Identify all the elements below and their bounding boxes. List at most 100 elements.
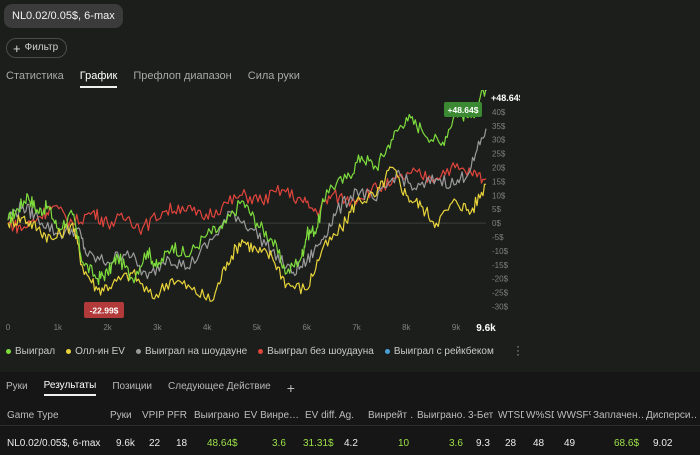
cell-ev-winrate: 3.6 [272, 438, 286, 449]
col-header-winrate[interactable]: Винрейт … [368, 410, 413, 421]
legend-item-rakeback[interactable]: Выиграл с рейкбеком [384, 346, 494, 357]
series-line-3 [7, 162, 487, 235]
x-tick-label: 6k [303, 323, 312, 332]
col-header-game-type[interactable]: Game Type [7, 410, 59, 421]
series-line-1 [7, 166, 487, 302]
legend-item-allin-ev[interactable]: Олл-ин EV [66, 346, 125, 357]
legend-label: Выиграл на шоудауне [144, 346, 248, 357]
x-tick-label: 4k [203, 323, 212, 332]
legend-label: Выиграл без шоудауна [267, 346, 374, 357]
tab-positions[interactable]: Позиции [112, 381, 153, 392]
max-badge-label: +48.64$ [448, 105, 479, 115]
plus-icon: + [13, 40, 21, 56]
more-options-icon[interactable]: · · · [516, 339, 520, 361]
y-tick-label: -25$ [492, 289, 509, 298]
y-tick-label: 30$ [492, 136, 506, 145]
legend-dot [384, 349, 390, 354]
cell-wtsd: 28 [505, 438, 517, 449]
col-header-paid[interactable]: Заплачен… [593, 410, 643, 421]
chart-svg: 40$ 35$ 30$ 25$ 20$ 15$ 10$ 5$ 0$ -5$ -10$ -15$ -20$… [6, 90, 520, 334]
x-end-label: 9.6k [476, 323, 496, 334]
col-header-vpip[interactable]: VPIP [142, 410, 164, 421]
col-header-variance[interactable]: Дисперси… [646, 410, 698, 421]
y-tick-label: 35$ [492, 122, 506, 131]
cell-paid: 68.6$ [614, 438, 640, 449]
tab-hand-strength[interactable]: Сила руки [247, 70, 300, 82]
cell-won-2: 3.6 [449, 438, 463, 449]
tab-next-action[interactable]: Следующее Действие [168, 381, 271, 392]
bottom-tabs: Руки Результаты Позиции Следующее Действ… [6, 380, 295, 396]
x-tick-label: 2k [103, 323, 112, 332]
cell-pfr: 18 [176, 438, 188, 449]
top-tabs: Статистика График Префлоп диапазон Сила … [6, 70, 300, 88]
tab-graph[interactable]: График [79, 70, 118, 88]
cell-ev-diff: 31.31$ [303, 438, 334, 449]
y-tick-label: -10$ [492, 247, 509, 256]
cell-game-type: NL0.02/0.05$, 6-max [7, 438, 101, 449]
x-tick-label: 1k [54, 323, 63, 332]
x-tick-label: 3k [153, 323, 162, 332]
col-header-aggression[interactable]: Ag. [339, 410, 355, 421]
col-header-wtsd[interactable]: WTSD [498, 410, 524, 421]
col-header-3bet[interactable]: 3-Бет [468, 410, 494, 421]
add-tab-icon[interactable]: + [286, 380, 295, 396]
y-tick-label: 5$ [492, 205, 501, 214]
series-line-2 [7, 128, 487, 280]
x-tick-label: 9k [452, 323, 461, 332]
tab-results[interactable]: Результаты [43, 380, 97, 396]
filter-button[interactable]: + Фильтр [6, 38, 68, 58]
max-end-label: +48.64$ [491, 93, 520, 103]
tab-statistics[interactable]: Статистика [6, 70, 64, 82]
legend-label: Выиграл с рейкбеком [393, 346, 494, 357]
x-tick-label: 5k [253, 323, 262, 332]
col-header-wsd[interactable]: W%SD [526, 410, 554, 421]
cell-won: 48.64$ [207, 438, 238, 449]
table-header-row: Game Type Руки VPIP PFR Выиграно EV Винр… [0, 406, 700, 426]
y-tick-label: -30$ [492, 302, 509, 311]
tab-preflop-range[interactable]: Префлоп диапазон [133, 70, 232, 82]
game-filter-chip[interactable]: NL0.02/0.05$, 6-max [4, 4, 123, 28]
col-header-wwsf[interactable]: WWSF% [557, 410, 591, 421]
y-tick-label: -5$ [492, 233, 504, 242]
cell-aggression: 4.2 [344, 438, 358, 449]
legend-dot [135, 349, 141, 354]
table-row[interactable]: NL0.02/0.05$, 6-max 9.6k 22 18 48.64$ 3.… [0, 434, 700, 454]
legend-item-showdown[interactable]: Выиграл на шоудауне [135, 346, 248, 357]
x-tick-label: 8k [402, 323, 411, 332]
min-badge-label: -22.99$ [90, 306, 119, 316]
x-tick-label: 7k [352, 323, 361, 332]
cell-variance: 9.02 [653, 438, 673, 449]
profit-chart: 40$ 35$ 30$ 25$ 20$ 15$ 10$ 5$ 0$ -5$ -10$ -15$ -20$… [0, 90, 520, 340]
cell-winrate: 10 [398, 438, 410, 449]
col-header-pfr[interactable]: PFR [167, 410, 187, 421]
legend-item-non-showdown[interactable]: Выиграл без шоудауна [258, 346, 374, 357]
col-header-won[interactable]: Выиграно [194, 410, 240, 421]
legend-dot [6, 349, 11, 354]
legend-item-won[interactable]: Выиграл [6, 346, 55, 357]
col-header-ev-winrate[interactable]: EV Винре… [244, 410, 300, 421]
y-tick-label: -15$ [492, 261, 509, 270]
x-tick-label: 0 [6, 323, 11, 332]
legend-label: Олл-ин EV [75, 346, 125, 357]
y-tick-label: -20$ [492, 275, 509, 284]
y-tick-label: 0$ [492, 219, 501, 228]
cell-wsd: 48 [533, 438, 545, 449]
col-header-hands[interactable]: Руки [110, 410, 132, 421]
max-badge [444, 102, 482, 117]
y-tick-label: 15$ [492, 177, 506, 186]
series-line-0 [7, 90, 487, 286]
legend-label: Выиграл [15, 346, 56, 357]
col-header-won-2[interactable]: Выиграно… [417, 410, 465, 421]
chart-legend: Выиграл Олл-ин EV Выиграл на шоудауне Вы… [6, 346, 494, 357]
y-tick-label: 40$ [492, 108, 506, 117]
cell-vpip: 22 [149, 438, 161, 449]
col-header-ev-diff[interactable]: EV diff. [305, 410, 338, 421]
results-table: Game Type Руки VPIP PFR Выиграно EV Винр… [0, 406, 700, 449]
y-tick-label: 10$ [492, 191, 506, 200]
legend-dot [258, 349, 264, 354]
tab-hands[interactable]: Руки [6, 381, 28, 392]
min-badge [84, 302, 124, 318]
y-tick-label: 25$ [492, 150, 506, 159]
legend-dot [66, 349, 72, 354]
y-tick-label: 20$ [492, 163, 506, 172]
